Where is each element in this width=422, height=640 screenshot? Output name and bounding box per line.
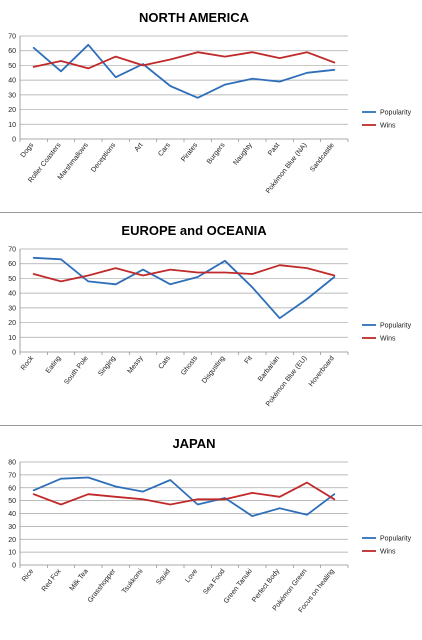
jp-legend-label-popularity: Popularity (380, 536, 412, 543)
jp-y-tick-label: 50 (8, 498, 16, 505)
na-series-popularity-line (32, 43, 336, 99)
na-x-tick-label-dogs: Dogs (20, 142, 36, 160)
eu-x-tick-label-hoverboard: Hoverboard (308, 355, 336, 388)
eu-x-tick-label-south-pole: South Pole (63, 355, 90, 386)
na-y-tick-label: 40 (8, 78, 16, 85)
jp-x-tick-label-tsukkomi: Tsukkomi (121, 568, 145, 596)
eu-x-tick-label-barbarian: Barbarian (257, 355, 281, 383)
jp-y-tick-label: 60 (8, 485, 16, 492)
jp-y-tick-label: 40 (8, 511, 16, 518)
eu-y-tick-label: 20 (8, 320, 16, 327)
jp-x-tick-label-green-tanuki: Green Tanuki (223, 568, 254, 605)
na-y-tick-label: 10 (8, 122, 16, 129)
na-x-tick-label-naughty: Naughty (232, 142, 254, 167)
na-legend-label-popularity: Popularity (380, 110, 412, 117)
chart-japan-svg: JAPAN 0 10 20 30 40 50 60 70 80 Rice Red Fox Milk Te… (8, 436, 412, 614)
jp-x-tick-label-milk-tea: Milk Tea (69, 568, 90, 593)
na-x-tick-label-burgers: Burgers (206, 142, 227, 166)
na-y-tick-label: 20 (8, 107, 16, 114)
eu-x-tick-label-ghosts: Ghosts (180, 355, 199, 377)
jp-x-tick-label-squid: Squid (155, 568, 172, 587)
na-y-tick-label: 70 (8, 34, 16, 41)
chart-europe-oceania: EUROPE and OCEANIA 0 10 20 30 40 50 60 70 Rock Eat… (0, 213, 422, 425)
na-x-tick-label-cars: Cars (157, 142, 172, 158)
eu-y-tick-label: 60 (8, 261, 16, 268)
eu-series-wins-line (32, 264, 336, 283)
eu-x-tick-label-messy: Messy (127, 355, 145, 376)
jp-series-popularity-line (32, 476, 336, 517)
jp-series-wins-line (32, 481, 336, 506)
eu-x-tick-label-singing: Singing (97, 355, 117, 378)
chart-europe-oceania-svg: EUROPE and OCEANIA 0 10 20 30 40 50 60 70 Rock Eat… (8, 223, 412, 408)
jp-x-tick-label-grasshopper: Grasshopper (87, 567, 118, 604)
chart-divider (0, 425, 422, 426)
eu-x-tick-label-eating: Eating (45, 355, 63, 375)
eu-legend-label-wins: Wins (380, 336, 396, 343)
jp-y-tick-label: 20 (8, 537, 16, 544)
na-legend-label-wins: Wins (380, 123, 396, 130)
na-x-tick-label-sandcastle: Sandcastle (309, 142, 336, 174)
eu-legend-label-popularity: Popularity (380, 323, 412, 330)
na-y-tick-label: 0 (12, 137, 16, 144)
eu-chart-title: EUROPE and OCEANIA (121, 223, 267, 238)
jp-legend-label-wins: Wins (380, 549, 396, 556)
eu-x-tick-label-cats: Cats (158, 355, 173, 371)
eu-y-tick-label: 50 (8, 276, 16, 283)
jp-x-tick-label-rice: Rice (21, 568, 35, 583)
na-x-tick-label-art: Art (134, 142, 145, 153)
eu-y-tick-label: 10 (8, 335, 16, 342)
na-x-tick-label-deceptions: Deceptions (90, 142, 117, 174)
na-y-tick-label: 30 (8, 92, 16, 99)
na-y-tick-label: 60 (8, 48, 16, 55)
na-x-tick-label-past: Past (267, 142, 281, 157)
na-y-tick-label: 50 (8, 63, 16, 70)
eu-y-tick-label: 30 (8, 305, 16, 312)
jp-y-tick-label: 80 (8, 460, 16, 467)
jp-x-tick-label-love: Love (184, 568, 199, 584)
eu-y-tick-label: 70 (8, 247, 16, 254)
chart-north-america: NORTH AMERICA 0 10 20 30 40 50 60 70 Dogs Roller C… (0, 0, 422, 212)
eu-x-tick-label-disgusting: Disgusting (201, 355, 227, 385)
eu-x-tick-label-rock: Rock (20, 355, 36, 372)
na-chart-title: NORTH AMERICA (139, 10, 250, 25)
eu-y-tick-label: 40 (8, 291, 16, 298)
na-series-wins-line (32, 51, 336, 70)
jp-x-tick-label-red-fox: Red Fox (41, 568, 63, 594)
jp-x-tick-label-sea-food: Sea Food (202, 568, 226, 596)
na-x-tick-label-pirates: Pirates (180, 142, 199, 164)
jp-y-tick-label: 30 (8, 524, 16, 531)
na-x-tick-label-marshmallows: Marshmallows (57, 142, 90, 182)
jp-y-tick-label: 10 (8, 550, 16, 557)
jp-y-tick-label: 0 (12, 563, 16, 570)
jp-chart-title: JAPAN (172, 436, 215, 451)
jp-y-tick-label: 70 (8, 472, 16, 479)
jp-x-tick-label-perfect-body: Perfect Body (251, 568, 281, 604)
eu-series-popularity-line (32, 256, 336, 320)
eu-y-tick-label: 0 (12, 350, 16, 357)
chart-divider (0, 212, 422, 213)
eu-x-tick-label-fit: Fit (244, 355, 254, 365)
chart-japan: JAPAN 0 10 20 30 40 50 60 70 80 Rice Red Fox Milk Te… (0, 426, 422, 640)
